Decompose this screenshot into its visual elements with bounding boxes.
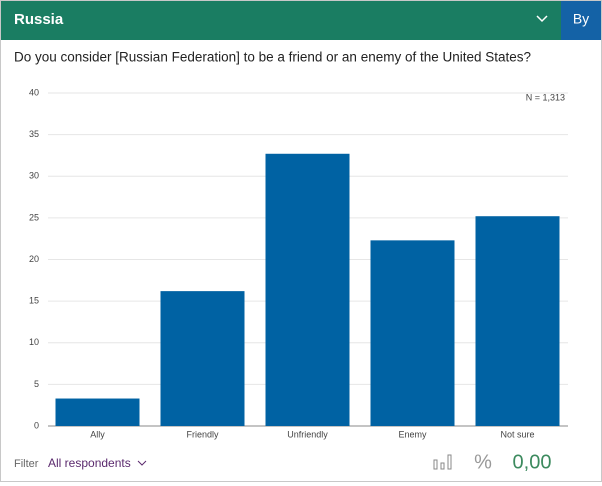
y-tick-label: 10: [29, 337, 39, 347]
question: Do you consider [Russian Federation] to …: [14, 50, 531, 65]
y-tick-label: 0: [34, 420, 39, 430]
chart-icon[interactable]: [433, 454, 452, 470]
bar: [475, 216, 560, 426]
bar: [160, 291, 245, 426]
dropdown-chevron[interactable]: [536, 15, 548, 23]
filter-chevron[interactable]: [137, 460, 147, 466]
x-tick-label: Enemy: [398, 429, 427, 439]
x-tick-label: Ally: [90, 429, 105, 439]
y-tick-label: 40: [29, 87, 39, 97]
bar: [55, 398, 140, 426]
bar: [370, 240, 455, 426]
y-tick-label: 35: [29, 129, 39, 139]
x-tick-label: Not sure: [500, 429, 534, 439]
y-tick-label: 30: [29, 171, 39, 181]
y-tick-label: 25: [29, 212, 39, 222]
by-button[interactable]: [561, 1, 601, 40]
y-tick-label: 15: [29, 296, 39, 306]
x-tick-label: Unfriendly: [287, 429, 328, 439]
x-tick-label: Friendly: [186, 429, 219, 439]
y-tick-label: 20: [29, 254, 39, 264]
header-title: Russia: [14, 11, 64, 28]
value-display: 0,00: [513, 451, 552, 473]
y-tick-label: 5: [34, 379, 39, 389]
bar: [265, 153, 350, 426]
by-button-label[interactable]: By: [573, 11, 589, 27]
header-bar: [1, 1, 601, 40]
filter-value[interactable]: All respondents: [48, 456, 131, 470]
sample-size: N = 1,313: [526, 92, 565, 102]
filter-label: Filter: [14, 458, 39, 470]
percent-toggle[interactable]: %: [474, 451, 492, 473]
